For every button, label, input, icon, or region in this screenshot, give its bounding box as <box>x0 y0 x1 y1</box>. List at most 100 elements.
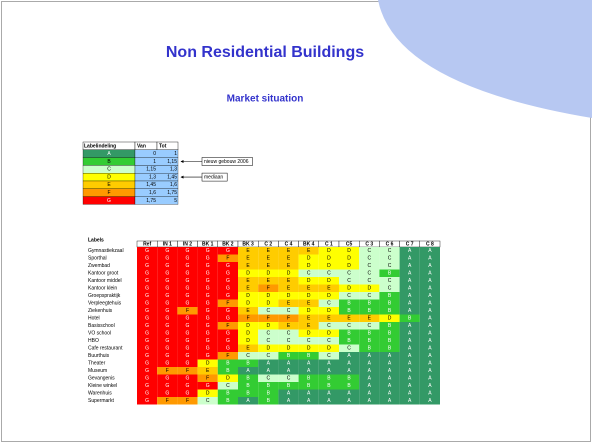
matrix-grade: C <box>327 353 331 359</box>
matrix-grade: G <box>145 301 149 307</box>
matrix-cell <box>379 337 400 345</box>
matrix-grade: G <box>165 383 169 389</box>
matrix-cell <box>217 359 238 367</box>
matrix-grade: D <box>287 271 291 277</box>
matrix-cell <box>419 269 440 277</box>
matrix-grade: D <box>287 346 291 352</box>
matrix-grade: G <box>206 286 210 292</box>
matrix-cell <box>157 254 178 262</box>
matrix-cell <box>298 299 319 307</box>
matrix-grade: A <box>408 331 412 337</box>
matrix-grade: A <box>408 293 412 299</box>
matrix-cell <box>157 382 178 390</box>
matrix-cell <box>137 299 158 307</box>
matrix-cell <box>399 389 420 397</box>
matrix-grade: A <box>408 391 412 397</box>
matrix-cell <box>197 382 218 390</box>
matrix-grade: A <box>408 368 412 374</box>
matrix-cell <box>399 367 420 375</box>
legend-range-cell <box>134 149 179 158</box>
matrix-cell <box>399 269 420 277</box>
matrix-grade: D <box>347 248 351 254</box>
legend-tot: 1,3 <box>170 167 177 173</box>
matrix-cell <box>379 374 400 382</box>
matrix-grade: G <box>226 293 230 299</box>
matrix-grade: A <box>368 376 372 382</box>
matrix-cell <box>419 307 440 315</box>
matrix-cell <box>359 359 380 367</box>
legend-grade: B <box>107 159 111 165</box>
matrix-grade: D <box>307 278 311 284</box>
matrix-grade: C <box>388 256 392 262</box>
matrix-grade: G <box>165 323 169 329</box>
legend-van: 1,75 <box>146 198 156 204</box>
matrix-cell <box>298 389 319 397</box>
matrix-grade: A <box>428 376 432 382</box>
matrix-cell <box>258 269 279 277</box>
matrix-grade: D <box>266 346 270 352</box>
matrix-grade: B <box>347 331 351 337</box>
legend-grade: E <box>107 182 111 188</box>
matrix-cell <box>339 307 360 315</box>
annotation-box <box>201 172 228 182</box>
matrix-grade: G <box>206 323 210 329</box>
matrix-grade: G <box>226 331 230 337</box>
matrix-cell <box>177 367 198 375</box>
matrix-cell <box>419 284 440 292</box>
matrix-cell <box>318 299 339 307</box>
matrix-grade: C <box>327 301 331 307</box>
matrix-grade: C <box>367 278 371 284</box>
matrix-cell <box>177 389 198 397</box>
matrix-grade: A <box>428 316 432 322</box>
matrix-cell <box>379 277 400 285</box>
matrix-cell <box>339 329 360 337</box>
matrix-grade: G <box>165 256 169 262</box>
matrix-grade: A <box>267 368 271 374</box>
matrix-cell <box>318 359 339 367</box>
matrix-grade: E <box>246 278 250 284</box>
matrix-grade: G <box>206 316 210 322</box>
matrix-grade: C <box>246 353 250 359</box>
matrix-cell <box>298 292 319 300</box>
matrix-grade: D <box>266 301 270 307</box>
matrix-cell <box>217 329 238 337</box>
matrix-grade: G <box>226 286 230 292</box>
matrix-grade: A <box>408 278 412 284</box>
matrix-grade: B <box>388 346 392 352</box>
matrix-cell <box>278 254 299 262</box>
matrix-cell <box>318 352 339 360</box>
matrix-grade: D <box>206 391 210 397</box>
matrix-grade: E <box>267 263 271 269</box>
matrix-grade: A <box>428 338 432 344</box>
matrix-cell <box>238 397 259 405</box>
annotation-text: nieuw gebouw 2006 <box>204 159 249 165</box>
matrix-cell <box>217 322 238 330</box>
matrix-cell <box>379 397 400 405</box>
matrix-grade: G <box>165 391 169 397</box>
matrix-grade: A <box>408 323 412 329</box>
matrix-column-header: Ref <box>143 241 151 247</box>
matrix-cell <box>157 329 178 337</box>
matrix-cell <box>258 247 279 255</box>
matrix-cell <box>197 292 218 300</box>
matrix-label-header: Labels <box>88 237 104 243</box>
matrix-grade: F <box>186 308 189 314</box>
legend-tot: 1 <box>174 151 177 157</box>
legend-tot: 5 <box>174 198 177 204</box>
matrix-cell <box>278 322 299 330</box>
matrix-grade: E <box>307 248 311 254</box>
matrix-grade: E <box>287 263 291 269</box>
matrix-grade: G <box>186 383 190 389</box>
matrix-cell <box>177 374 198 382</box>
matrix-grade: G <box>165 338 169 344</box>
matrix-cell <box>278 299 299 307</box>
matrix-cell <box>217 277 238 285</box>
matrix-grade: G <box>145 293 149 299</box>
matrix-grade: G <box>145 323 149 329</box>
matrix-grade: B <box>307 376 311 382</box>
matrix-grade: E <box>246 256 250 262</box>
matrix-cell <box>298 269 319 277</box>
matrix-grade: G <box>186 361 190 367</box>
matrix-cell <box>197 389 218 397</box>
matrix-grade: A <box>347 361 351 367</box>
